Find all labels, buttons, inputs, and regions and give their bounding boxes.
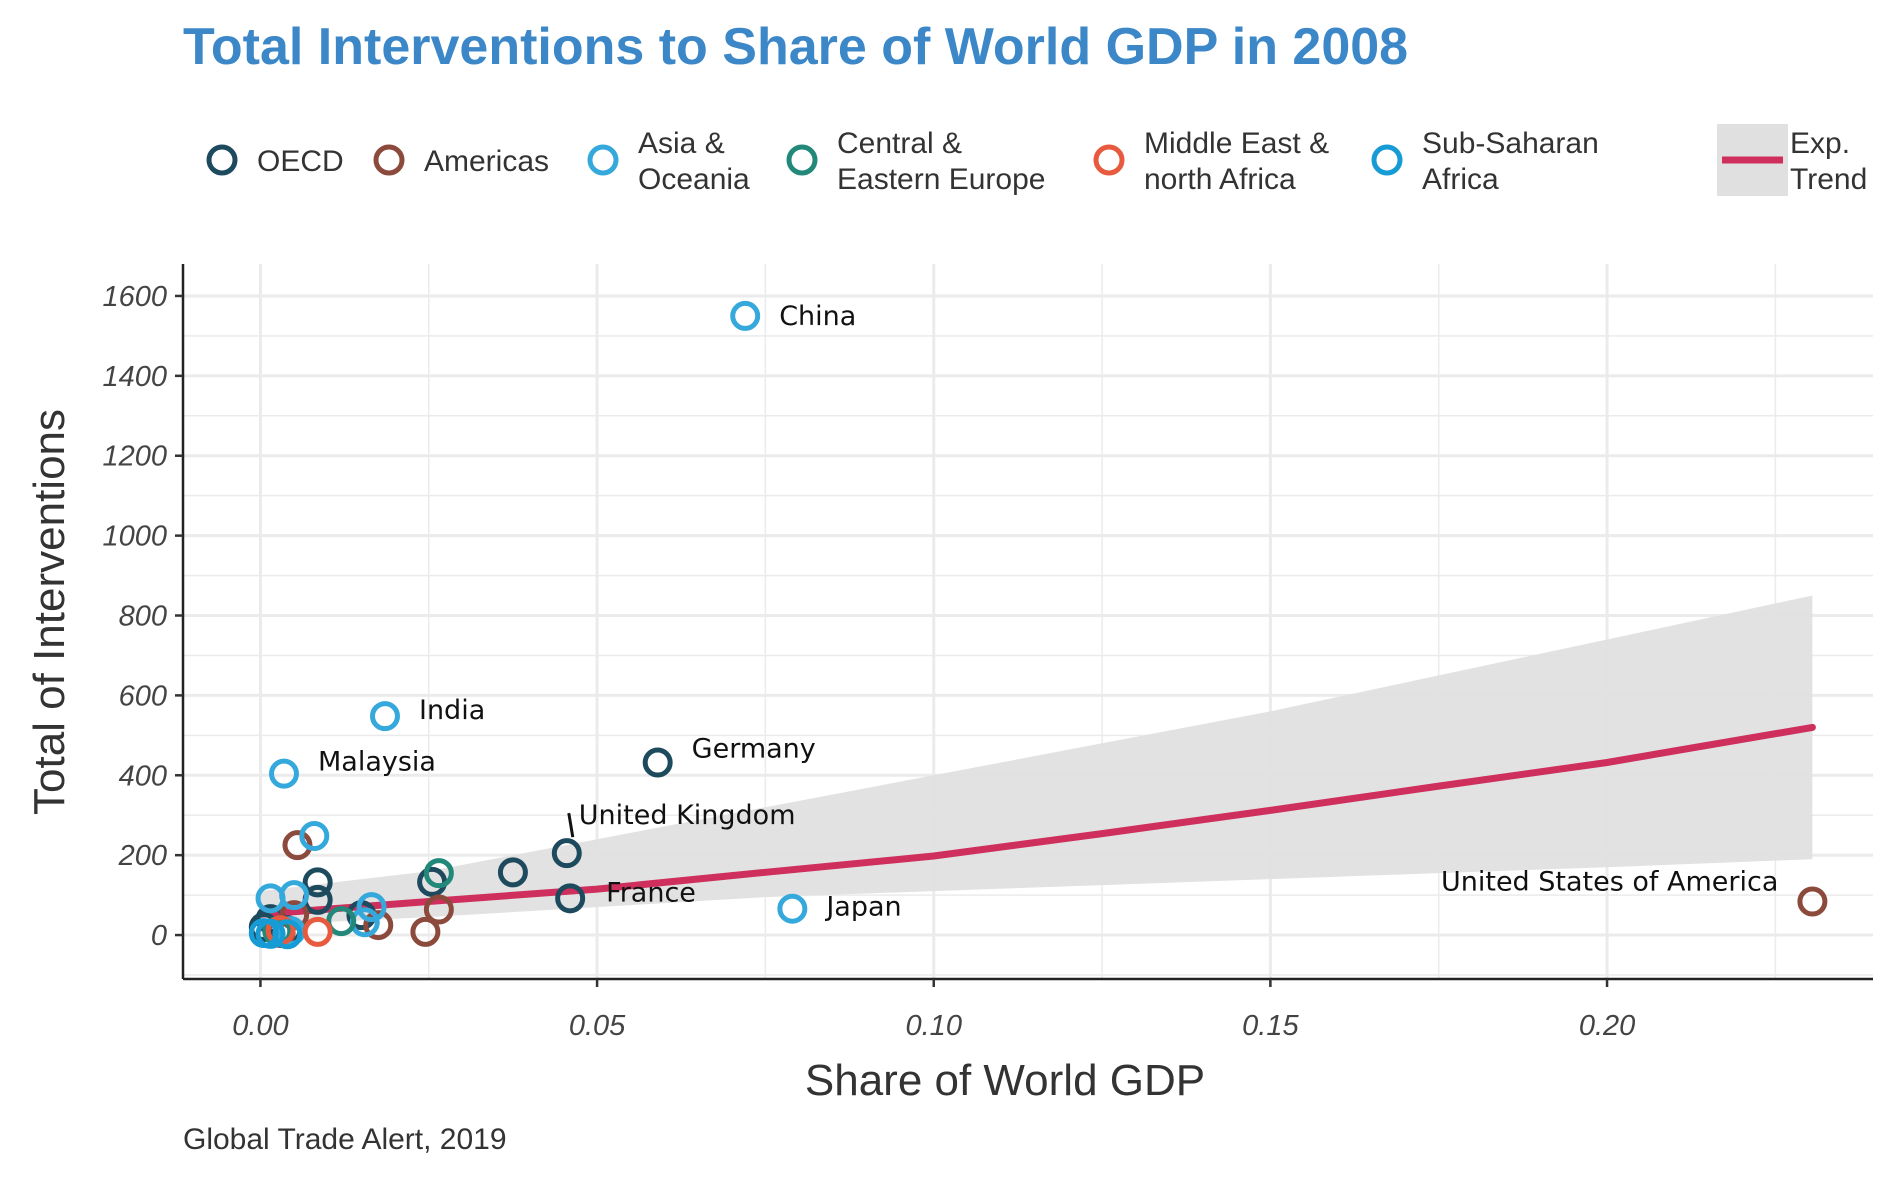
y-tick-label: 1200 [102, 441, 167, 473]
point-annotations: Germany United Kingdom France United States… [318, 301, 1778, 923]
point-label: France [606, 877, 696, 908]
data-point [555, 883, 586, 914]
data-point [299, 821, 330, 851]
point-label: United Kingdom [579, 800, 796, 831]
point-label: Malaysia [318, 747, 436, 778]
legend-label: Central & Eastern Europe [837, 127, 1045, 196]
trend-line [256, 723, 1816, 918]
legend-label-line: Exp. [1790, 127, 1850, 160]
legend-label: Asia & Oceania [638, 127, 750, 196]
point-label: India [419, 695, 485, 726]
y-tick-label: 1400 [102, 361, 167, 393]
data-point [551, 838, 582, 869]
legend-key [1093, 144, 1125, 176]
data-point [423, 894, 454, 925]
x-tick-label: 0.15 [1242, 1010, 1299, 1042]
data-point [302, 867, 333, 898]
data-point [369, 701, 400, 732]
y-tick-label: 200 [118, 840, 167, 872]
legend-label-line: Oceania [638, 163, 750, 196]
legend-label-line: Middle East & [1144, 127, 1329, 160]
legend-key [206, 144, 238, 176]
chart-title: Total Interventions to Share of World GD… [183, 18, 1408, 76]
data-point [642, 747, 673, 778]
legend-key [1371, 144, 1403, 176]
y-tick-label: 1600 [102, 281, 167, 313]
legend-label: Sub-Saharan Africa [1422, 127, 1599, 196]
legend-label-line: Central & [837, 127, 962, 160]
legend-key [373, 144, 405, 176]
chart-caption: Global Trade Alert, 2019 [183, 1123, 507, 1156]
legend-label-line: Eastern Europe [837, 163, 1045, 196]
data-point [730, 300, 761, 331]
x-tick-label: 0.10 [906, 1010, 962, 1042]
legend-label: Middle East & north Africa [1144, 127, 1329, 196]
x-tick-label: 0.20 [1579, 1010, 1635, 1042]
data-point [356, 892, 387, 923]
legend-label: Exp. Trend [1790, 127, 1867, 196]
legend-label-line: Africa [1422, 163, 1499, 196]
data-point [268, 758, 299, 789]
y-tick-label: 800 [119, 601, 167, 633]
data-point [777, 893, 808, 924]
legend-key [587, 144, 619, 176]
legend: OECD Americas Asia & Oceania Central & Easter… [206, 124, 1867, 196]
legend-label-line: Asia & [638, 127, 725, 160]
legend-label-line: Trend [1790, 163, 1867, 196]
data-point [302, 916, 333, 947]
data-point [279, 880, 310, 911]
y-tick-label: 0 [151, 920, 167, 952]
trend-confidence-band [260, 595, 1813, 926]
y-axis-title: Total of Interventions [25, 409, 74, 815]
y-tick-labels: 0 200 400 600 800 1000 1200 1400 1600 [102, 281, 183, 952]
x-tick-label: 0.00 [232, 1010, 288, 1042]
x-tick-label: 0.05 [569, 1010, 626, 1042]
plot-area: Germany United Kingdom France United States… [102, 264, 1873, 1042]
data-point [410, 916, 441, 947]
data-point [363, 910, 394, 941]
legend-key [786, 144, 818, 176]
point-label: China [779, 301, 856, 332]
data-point [272, 919, 303, 950]
x-tick-labels: 0.00 0.05 0.10 0.15 0.20 [232, 979, 1635, 1042]
y-tick-label: 400 [119, 760, 167, 792]
point-label: Germany [692, 734, 816, 765]
legend-label-line: north Africa [1144, 163, 1296, 196]
legend-label: OECD [257, 145, 344, 178]
annotation-leader-line [567, 812, 575, 838]
data-point [255, 918, 286, 949]
y-tick-label: 1000 [102, 521, 167, 553]
data-point [326, 906, 357, 937]
data-points [248, 300, 1828, 950]
point-label: Japan [824, 892, 901, 923]
y-tick-label: 600 [119, 680, 167, 712]
data-point [423, 858, 454, 889]
data-point [1797, 886, 1828, 917]
data-point [497, 857, 528, 888]
point-label: United States of America [1441, 867, 1778, 898]
axes [181, 264, 1873, 981]
legend-label: Americas [424, 145, 549, 178]
legend-label-line: Sub-Saharan [1422, 127, 1599, 160]
x-axis-title: Share of World GDP [805, 1056, 1205, 1105]
